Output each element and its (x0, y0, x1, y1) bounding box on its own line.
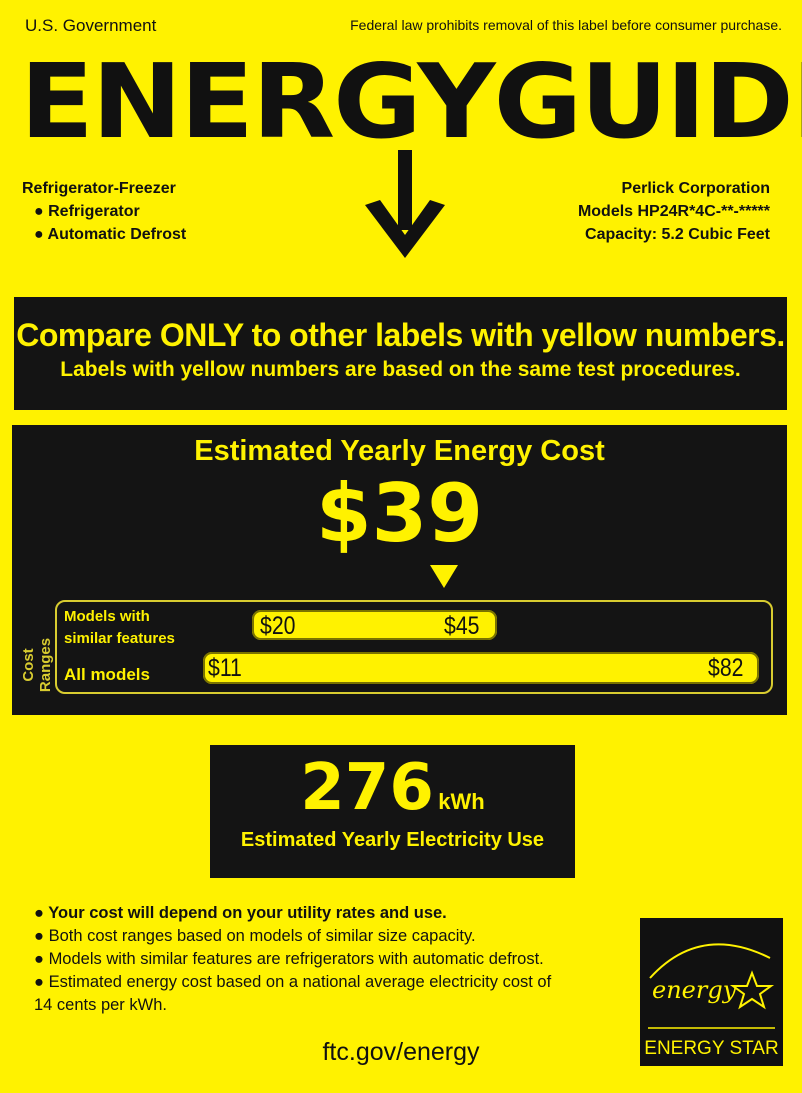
all-range-bar: $11 $82 (203, 652, 759, 684)
similar-range-bar: $20 $45 (252, 610, 497, 640)
all-max: $82 (708, 654, 744, 682)
svg-text:energy: energy (652, 976, 737, 1004)
energyguide-logo: ENERGYGUIDE (20, 43, 802, 162)
feature-item: Refrigerator (48, 203, 140, 220)
note-continuation: 14 cents per kWh. (34, 996, 167, 1014)
cost-marker-icon (430, 565, 458, 588)
product-type: Refrigerator-Freezer (22, 180, 176, 197)
similar-min: $20 (260, 612, 296, 640)
compare-title: Compare ONLY to other labels with yellow… (16, 317, 785, 353)
note-item: Your cost will depend on your utility ra… (48, 904, 447, 922)
energy-star-icon: energy (648, 943, 775, 1029)
manufacturer-name: Perlick Corporation (621, 180, 770, 197)
usage-label: Estimated Yearly Electricity Use (240, 829, 545, 851)
product-info: Refrigerator-Freezer ● Refrigerator ● Au… (22, 177, 186, 246)
note-item: Both cost ranges based on models of simi… (48, 927, 476, 945)
all-models-label: All models (64, 665, 150, 684)
down-arrow-icon (365, 150, 445, 258)
feature-item: Automatic Defrost (47, 226, 187, 243)
usage-value: 276 (300, 751, 434, 825)
notes-list: ● Your cost will depend on your utility … (34, 904, 552, 1014)
manufacturer-info: Perlick Corporation Models HP24R*4C-**-*… (578, 177, 770, 246)
ftc-link[interactable]: ftc.gov/energy (322, 1038, 480, 1066)
usage-box: 276 kWh Estimated Yearly Electricity Use (210, 745, 575, 878)
gov-label: U.S. Government (25, 16, 157, 35)
note-item: Models with similar features are refrige… (48, 950, 544, 968)
cost-ranges-box: Models with similar features All models … (55, 600, 773, 694)
cost-ranges-label: Cost Ranges (20, 637, 54, 693)
cost-title: Estimated Yearly Energy Cost (194, 435, 605, 467)
federal-notice: Federal law prohibits removal of this la… (350, 17, 782, 33)
model-numbers: Models HP24R*4C-**-***** (577, 203, 770, 220)
cost-panel: Estimated Yearly Energy Cost $39 Cost Ra… (12, 425, 787, 715)
compare-subtitle: Labels with yellow numbers are based on … (60, 358, 741, 381)
energy-star-label: ENERGY STAR (644, 1038, 779, 1059)
usage-unit: kWh (438, 789, 485, 814)
note-item: Estimated energy cost based on a nationa… (48, 973, 552, 991)
compare-banner: Compare ONLY to other labels with yellow… (14, 297, 787, 410)
similar-max: $45 (444, 612, 480, 640)
capacity: Capacity: 5.2 Cubic Feet (585, 226, 770, 243)
energy-star-logo: energy ENERGY STAR (640, 918, 783, 1066)
similar-label: Models with similar features (64, 608, 175, 647)
cost-value: $39 (316, 467, 483, 560)
all-min: $11 (208, 654, 242, 682)
